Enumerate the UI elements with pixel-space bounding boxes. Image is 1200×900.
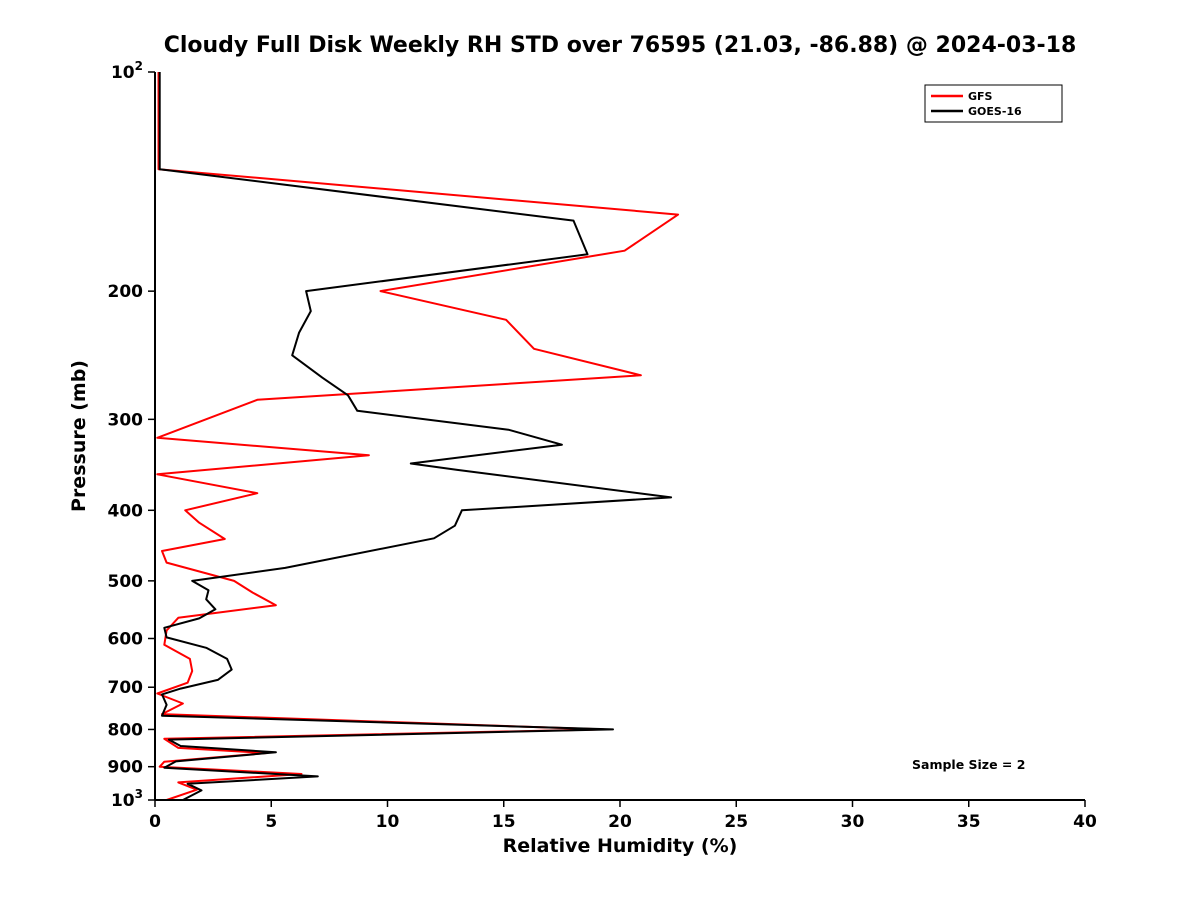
x-tick-label: 40 (1073, 812, 1097, 832)
x-tick-label: 5 (265, 812, 277, 832)
x-tick-label: 20 (608, 812, 632, 832)
x-tick-label: 30 (841, 812, 865, 832)
legend-label-goes16: GOES-16 (968, 105, 1022, 118)
y-axis-label: Pressure (mb) (68, 360, 90, 512)
chart-title: Cloudy Full Disk Weekly RH STD over 7659… (164, 33, 1077, 58)
x-tick-label: 0 (149, 812, 161, 832)
y-tick-label: 900 (108, 758, 144, 778)
x-tick-label: 10 (376, 812, 400, 832)
y-tick-label: 102 (111, 59, 143, 83)
x-tick-label: 35 (957, 812, 981, 832)
y-tick-label: 500 (108, 572, 144, 592)
y-tick-label: 700 (108, 678, 144, 698)
x-axis-label: Relative Humidity (%) (503, 835, 738, 857)
plot-generated-content: 0 5 10 15 20 25 30 35 40 102 200 300 400 500 600 700 800… (108, 59, 1097, 832)
legend-label-gfs: GFS (968, 90, 993, 103)
sample-size-annotation: Sample Size = 2 (912, 757, 1025, 772)
y-tick-label: 103 (111, 787, 143, 811)
x-tick-label: 15 (492, 812, 516, 832)
y-tick-label: 200 (108, 282, 144, 302)
gfs-line (156, 72, 680, 801)
legend: GFS GOES-16 (924, 84, 1063, 123)
y-tick-label: 400 (108, 501, 144, 521)
y-tick-label: 600 (108, 629, 144, 649)
x-tick-label: 25 (724, 812, 748, 832)
y-tick-label: 800 (108, 720, 144, 740)
legend-box (924, 84, 1063, 123)
y-tick-label: 300 (108, 410, 144, 430)
goes-16-line (158, 72, 673, 801)
